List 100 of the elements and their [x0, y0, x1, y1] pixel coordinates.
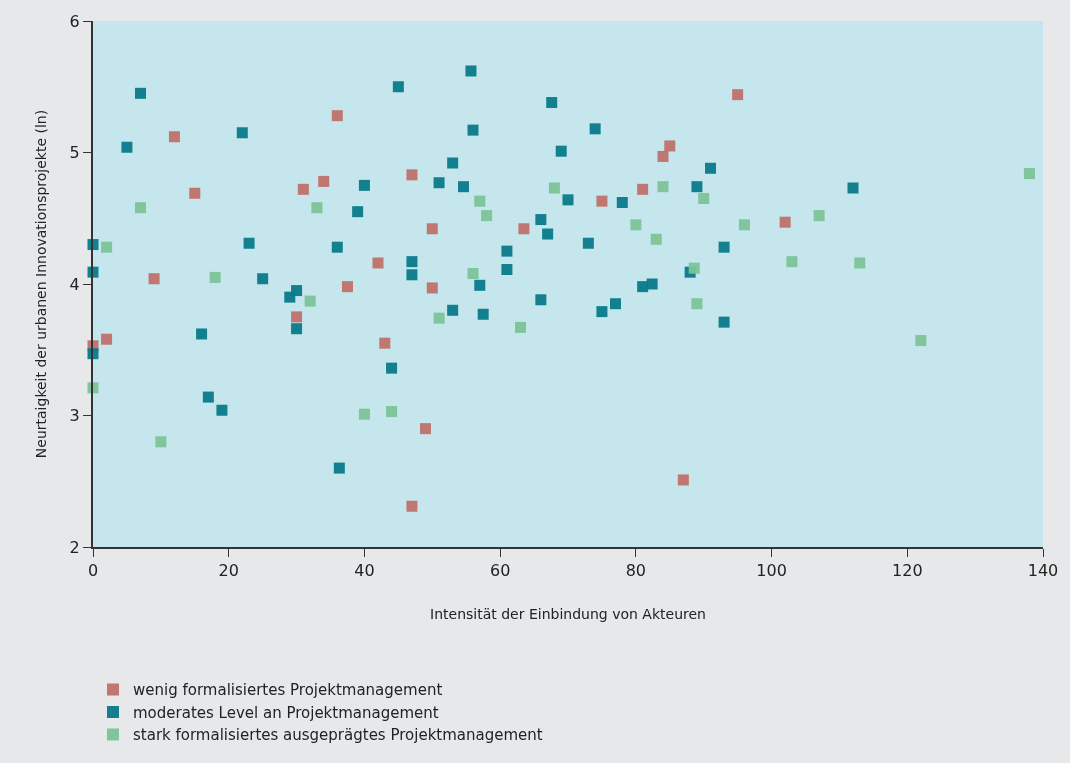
x-tick-label: 0 [87, 561, 99, 581]
y-tick-label: 4 [69, 274, 80, 294]
point [243, 237, 255, 249]
point [786, 256, 798, 268]
point [691, 298, 703, 310]
point [650, 233, 662, 245]
point [209, 271, 221, 283]
point [447, 157, 459, 169]
point [854, 257, 866, 269]
point [718, 241, 730, 253]
point [691, 181, 703, 193]
point [732, 89, 744, 101]
x-tick-label: 40 [354, 561, 375, 581]
x-tick-label: 120 [892, 561, 923, 581]
point [216, 404, 228, 416]
legend-label: moderates Level an Projektmanagement [133, 703, 439, 722]
point [386, 406, 398, 418]
point [333, 462, 345, 474]
point [406, 169, 418, 181]
point [304, 295, 316, 307]
point [291, 311, 303, 323]
point [467, 124, 479, 136]
point [481, 210, 493, 222]
y-tick-label: 5 [69, 143, 80, 163]
point [705, 162, 716, 174]
point [168, 131, 180, 143]
point [596, 195, 608, 207]
point [542, 228, 554, 240]
point [406, 500, 418, 512]
point [515, 321, 526, 333]
point [291, 285, 303, 297]
point [341, 281, 353, 293]
point [458, 181, 469, 193]
y-tick-label: 3 [69, 406, 80, 426]
point [518, 223, 530, 235]
point [426, 282, 438, 294]
point [311, 202, 323, 214]
point [616, 196, 628, 208]
point [101, 333, 113, 345]
legend-label: wenig formalisiertes Projektmanagement [133, 681, 443, 700]
point [297, 183, 309, 195]
point [501, 245, 513, 257]
point [236, 127, 248, 139]
point [372, 257, 384, 269]
point [202, 391, 214, 403]
point [637, 281, 649, 293]
point [420, 423, 431, 435]
point [501, 264, 513, 276]
point [257, 273, 269, 285]
point [477, 308, 489, 320]
point [135, 87, 146, 99]
point [582, 237, 594, 249]
point [392, 81, 404, 93]
x-tick-label: 20 [218, 561, 239, 581]
point [535, 294, 547, 306]
legend-label: stark formalisiertes ausgeprägtes Projektmanagement [133, 726, 543, 745]
y-axis-title: Neurtaigkeit der urbanen Innovationsprojekte (ln) [32, 109, 49, 459]
point [813, 210, 825, 222]
point [433, 312, 445, 324]
point [915, 335, 927, 347]
point [406, 256, 418, 268]
point [101, 241, 113, 253]
point [196, 328, 208, 340]
point [386, 362, 398, 374]
x-tick-label: 100 [756, 561, 787, 581]
point [426, 223, 438, 235]
x-tick-label: 140 [1027, 561, 1059, 581]
point [467, 267, 479, 279]
point [779, 216, 791, 228]
point [718, 316, 730, 328]
point [677, 474, 689, 486]
point [189, 187, 201, 199]
point [589, 123, 601, 135]
point [610, 298, 621, 310]
point [318, 175, 330, 187]
y-tick-label: 6 [69, 11, 80, 31]
point [646, 278, 658, 290]
point [535, 214, 547, 226]
point [562, 194, 574, 206]
point [433, 177, 445, 189]
point [546, 97, 558, 109]
point [121, 141, 133, 153]
x-tick-label: 80 [625, 561, 647, 581]
point [474, 279, 486, 291]
point [358, 179, 370, 191]
point [738, 219, 750, 231]
point [352, 206, 364, 218]
point [637, 183, 649, 195]
point [657, 181, 669, 193]
point [331, 241, 343, 253]
point [698, 193, 710, 205]
point [474, 195, 486, 207]
point [358, 408, 370, 420]
point [1023, 168, 1035, 180]
point [379, 337, 391, 349]
point [135, 202, 146, 214]
point [596, 306, 608, 318]
point [331, 110, 343, 122]
point [406, 269, 418, 281]
point [847, 182, 859, 194]
